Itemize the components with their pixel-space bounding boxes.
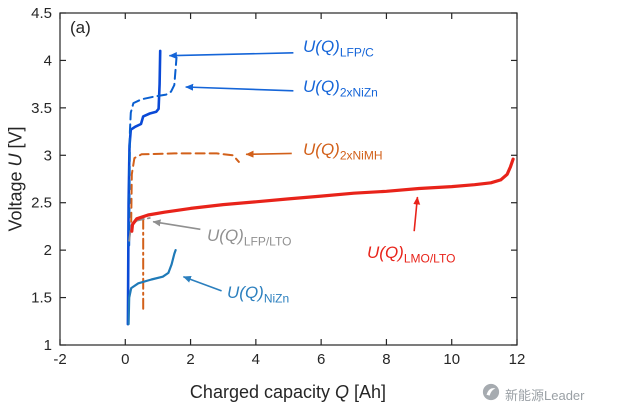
curve-label-main: U(Q) xyxy=(303,37,340,56)
curve-label-sub: NiZn xyxy=(263,291,290,306)
svg-text:3: 3 xyxy=(44,147,52,164)
watermark-text: 新能源Leader xyxy=(505,388,585,403)
svg-text:8: 8 xyxy=(382,351,390,368)
curve-label-nizn: U(Q)NiZn xyxy=(227,283,289,305)
curve-label-lmo-lto: U(Q)LMO/LTO xyxy=(367,243,455,265)
curve-label-main: U(Q) xyxy=(367,243,404,262)
svg-text:2: 2 xyxy=(186,351,194,368)
curve-label-2xnimh: U(Q)2xNiMH xyxy=(303,140,383,162)
svg-text:12: 12 xyxy=(509,351,526,368)
curve-label-sub: LMO/LTO xyxy=(403,251,456,266)
svg-text:1.5: 1.5 xyxy=(31,290,52,307)
y-axis-label-text: Voltage xyxy=(5,166,26,232)
curve-label-main: U(Q) xyxy=(303,77,340,96)
x-axis-label-unit: [Ah] xyxy=(349,382,387,402)
y-axis-label: Voltage U [V] xyxy=(6,126,27,231)
svg-text:2.5: 2.5 xyxy=(31,195,52,212)
x-axis-label-text: Charged capacity xyxy=(189,382,336,402)
y-axis-label-unit: [V] xyxy=(5,126,26,154)
curve-label-sub: 2xNiZn xyxy=(339,85,378,100)
svg-text:2: 2 xyxy=(44,242,52,259)
svg-text:3.5: 3.5 xyxy=(31,100,52,117)
curve-label-lfp-c: U(Q)LFP/C xyxy=(303,37,374,59)
y-axis-label-variable: U xyxy=(5,153,26,167)
panel-label: (a) xyxy=(70,18,91,37)
x-axis-label: Charged capacity Q [Ah] xyxy=(190,382,386,403)
x-axis-label-variable: Q xyxy=(335,382,350,402)
curve-label-main: U(Q) xyxy=(303,140,340,159)
watermark: 新能源Leader xyxy=(482,383,584,406)
svg-text:4: 4 xyxy=(252,351,260,368)
leader-logo-icon xyxy=(482,383,500,406)
svg-text:4: 4 xyxy=(44,52,52,69)
curve-label-main: U(Q) xyxy=(227,283,264,302)
curve-label-2xnizn: U(Q)2xNiZn xyxy=(303,77,378,99)
svg-text:10: 10 xyxy=(443,351,460,368)
svg-text:1: 1 xyxy=(44,337,52,354)
svg-text:6: 6 xyxy=(317,351,325,368)
curve-label-main: U(Q) xyxy=(207,226,244,245)
svg-text:-2: -2 xyxy=(53,351,66,368)
svg-text:0: 0 xyxy=(121,351,129,368)
svg-text:4.5: 4.5 xyxy=(31,5,52,22)
curve-label-lfp-lto: U(Q)LFP/LTO xyxy=(207,226,291,248)
curve-label-sub: 2xNiMH xyxy=(339,148,383,163)
curve-label-sub: LFP/C xyxy=(339,45,374,60)
curve-label-sub: LFP/LTO xyxy=(243,234,292,249)
